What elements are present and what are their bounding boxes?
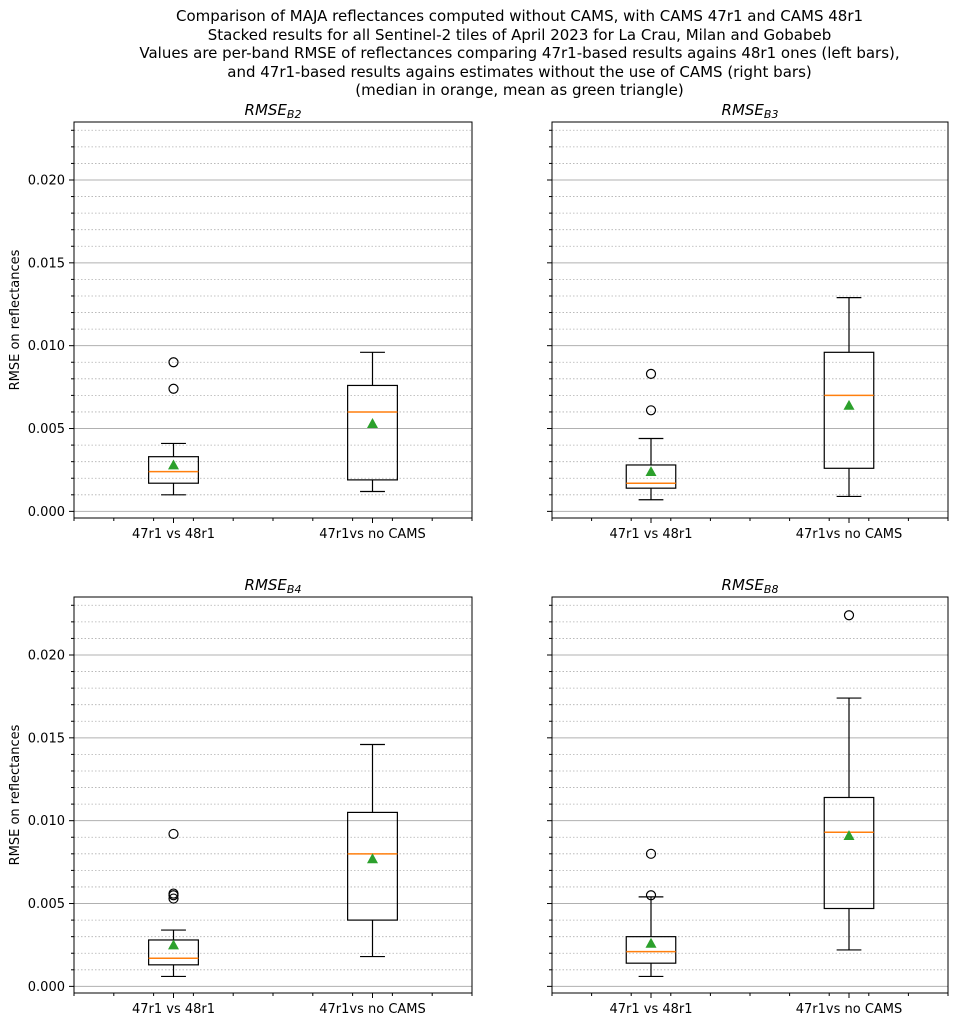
mean-marker — [843, 399, 855, 410]
axes-frame — [73, 596, 473, 994]
panel-3: 0.000 0.005 0.010 0.015 0.020 47r1 vs 48r1 47r… — [8, 576, 473, 1017]
outlier-point — [645, 368, 657, 379]
title-line-1: Comparison of MAJA reflectances computed… — [175, 7, 864, 25]
axes-frame — [551, 121, 949, 519]
box-iqr — [347, 811, 398, 921]
mean-marker — [168, 459, 179, 470]
subplot-title: RMSEB3 — [722, 101, 779, 121]
x-tick-label: 47r1vs no CAMS — [319, 527, 426, 542]
x-tick-label: 47r1 vs 48r1 — [132, 1002, 215, 1017]
y-tick-label: 0.020 — [28, 648, 65, 663]
title-line-4: and 47r1-based results agains estimates … — [227, 62, 812, 81]
subplot-title: RMSEB2 — [245, 101, 302, 121]
y-axis-label: RMSE on reflectances — [8, 249, 23, 390]
box-1 — [625, 368, 677, 501]
mean-marker — [367, 418, 378, 428]
outlier-point — [168, 888, 179, 899]
y-tick-label: 0.000 — [28, 505, 65, 520]
box-1 — [625, 848, 677, 978]
title-line-2: Stacked results for all Sentinel-2 tiles… — [207, 25, 832, 44]
box-iqr — [625, 464, 677, 489]
panel-2: 47r1 vs 48r1 47r1vs no CAMS RMSEB3 — [547, 101, 949, 542]
figure-title: Comparison of MAJA reflectances computed… — [0, 7, 959, 100]
y-tick-label: 0.010 — [28, 339, 65, 354]
outlier-point — [168, 383, 179, 394]
x-tick-label: 47r1 vs 48r1 — [609, 1002, 692, 1017]
y-tick-label: 0.005 — [28, 422, 65, 437]
x-tick-label: 47r1vs no CAMS — [796, 1002, 903, 1017]
y-tick-label: 0.015 — [28, 256, 65, 271]
axes-frame — [73, 121, 473, 519]
subplot-title: RMSEB8 — [722, 576, 779, 596]
mean-marker — [168, 939, 179, 950]
x-tick-label: 47r1vs no CAMS — [319, 1002, 426, 1017]
box-2 — [347, 743, 398, 958]
outlier-point — [843, 610, 855, 621]
box-2 — [823, 610, 875, 951]
mean-marker — [843, 830, 855, 840]
box-iqr — [823, 351, 875, 469]
panel-4: 47r1 vs 48r1 47r1vs no CAMS RMSEB8 — [547, 576, 949, 1017]
title-line-3: Values are per-band RMSE of reflectances… — [139, 44, 900, 62]
outlier-point — [168, 828, 179, 840]
box-iqr — [823, 796, 875, 910]
y-tick-label: 0.005 — [28, 897, 65, 912]
y-tick-label: 0.020 — [28, 173, 65, 188]
y-tick-label: 0.015 — [28, 731, 65, 746]
outlier-point — [645, 405, 657, 416]
box-2 — [823, 297, 875, 498]
subplot-title: RMSEB4 — [245, 576, 302, 596]
outlier-point — [645, 890, 657, 901]
box-1 — [148, 357, 199, 496]
box-iqr — [148, 456, 199, 484]
panel-1: 0.000 0.005 0.010 0.015 0.020 47r1 vs 48r1 47r… — [8, 101, 473, 542]
box-iqr — [347, 384, 398, 481]
outlier-point — [168, 357, 179, 368]
x-tick-label: 47r1 vs 48r1 — [132, 527, 215, 542]
outlier-point — [168, 893, 179, 904]
axes-frame — [551, 596, 949, 994]
y-tick-label: 0.000 — [28, 980, 65, 995]
mean-marker — [645, 466, 657, 477]
outlier-point — [645, 848, 657, 859]
y-tick-label: 0.010 — [28, 814, 65, 829]
box-2 — [347, 351, 398, 493]
y-axis-label: RMSE on reflectances — [8, 724, 23, 865]
x-tick-label: 47r1vs no CAMS — [796, 527, 903, 542]
mean-marker — [367, 853, 378, 864]
box-iqr — [625, 936, 677, 964]
mean-marker — [645, 937, 657, 948]
x-tick-label: 47r1 vs 48r1 — [609, 527, 692, 542]
box-1 — [148, 828, 199, 978]
title-line-5: (median in orange, mean as green triangl… — [355, 81, 684, 99]
